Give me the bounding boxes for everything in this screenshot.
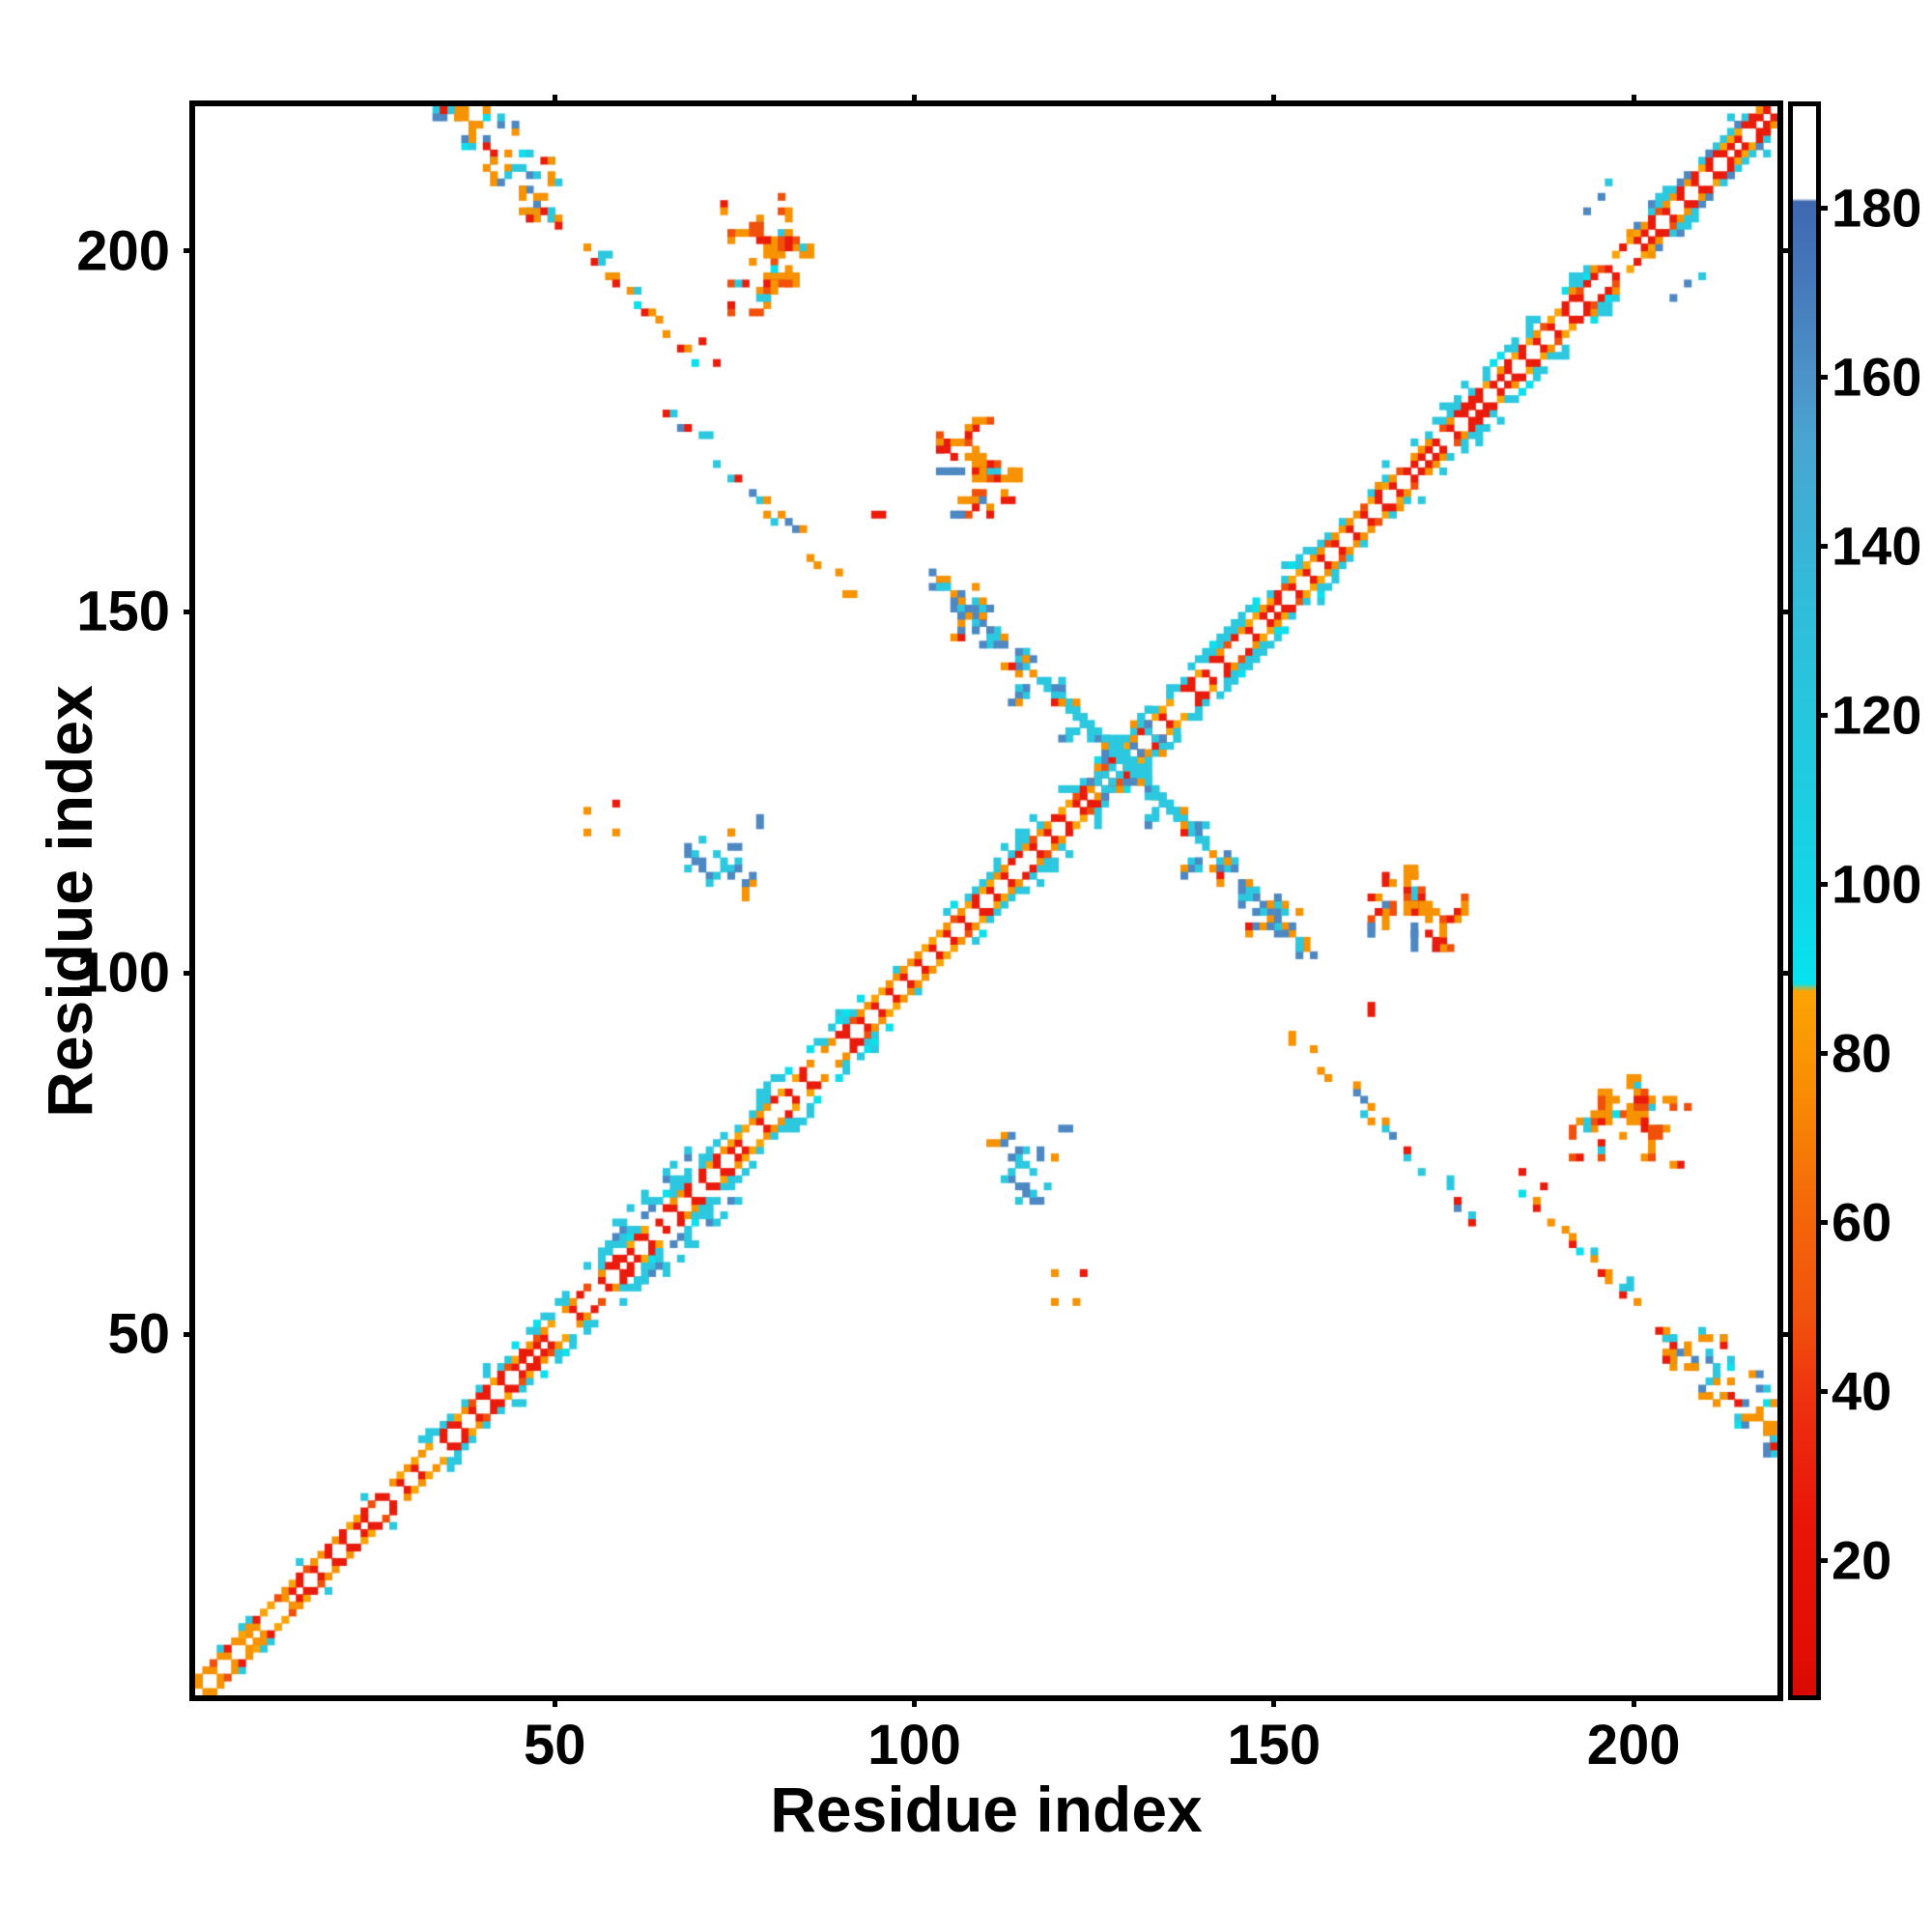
x-tick-mark xyxy=(1631,1695,1636,1707)
x-tick-mark xyxy=(1631,95,1636,106)
x-tick-mark xyxy=(912,95,918,106)
y-tick-label: 50 xyxy=(107,1302,170,1366)
colorbar-tick-mark xyxy=(1816,1051,1828,1056)
y-tick-label: 200 xyxy=(76,219,170,283)
x-tick-label: 100 xyxy=(867,1714,961,1776)
colorbar-tick-label: 100 xyxy=(1832,853,1922,915)
x-tick-label: 50 xyxy=(524,1714,586,1776)
y-axis-label: Residue index xyxy=(34,684,105,1118)
x-tick-label: 200 xyxy=(1586,1714,1681,1776)
x-tick-mark xyxy=(912,1695,918,1707)
colorbar-tick-label: 20 xyxy=(1832,1529,1892,1591)
x-tick-mark xyxy=(552,95,557,106)
y-tick-mark xyxy=(184,248,195,254)
y-tick-mark xyxy=(1777,1331,1789,1337)
x-tick-mark xyxy=(1271,95,1277,106)
colorbar-tick-mark xyxy=(1816,544,1828,549)
x-tick-mark xyxy=(552,1695,557,1707)
y-tick-label: 100 xyxy=(76,941,170,1005)
colorbar-tick-label: 40 xyxy=(1832,1360,1892,1422)
y-tick-mark xyxy=(184,1331,195,1337)
plot-area xyxy=(189,100,1783,1701)
colorbar-tick-mark xyxy=(1816,375,1828,380)
y-tick-mark xyxy=(1777,609,1789,614)
colorbar-tick-mark xyxy=(1816,713,1828,718)
colorbar-tick-mark xyxy=(1816,882,1828,887)
colorbar-tick-mark xyxy=(1816,1220,1828,1225)
colorbar-tick-label: 140 xyxy=(1832,515,1922,577)
colorbar-gradient xyxy=(1793,106,1816,1695)
y-tick-mark xyxy=(184,970,195,976)
x-tick-label: 150 xyxy=(1227,1714,1321,1776)
y-tick-mark xyxy=(184,609,195,614)
colorbar-tick-label: 120 xyxy=(1832,684,1922,746)
y-tick-mark xyxy=(1777,248,1789,254)
y-tick-label: 150 xyxy=(76,580,170,643)
y-tick-mark xyxy=(1777,970,1789,976)
colorbar-tick-label: 180 xyxy=(1832,177,1922,239)
colorbar xyxy=(1788,101,1821,1700)
colorbar-tick-label: 60 xyxy=(1832,1191,1892,1253)
contact-map-heatmap xyxy=(195,106,1777,1695)
x-tick-mark xyxy=(1271,1695,1277,1707)
colorbar-tick-mark xyxy=(1816,1389,1828,1394)
colorbar-tick-mark xyxy=(1816,206,1828,211)
colorbar-tick-label: 160 xyxy=(1832,346,1922,408)
colorbar-tick-label: 80 xyxy=(1832,1022,1892,1084)
colorbar-tick-mark xyxy=(1816,1558,1828,1563)
x-axis-label: Residue index xyxy=(770,1774,1203,1845)
